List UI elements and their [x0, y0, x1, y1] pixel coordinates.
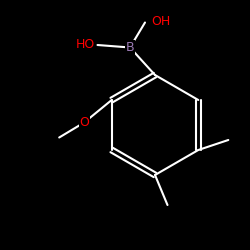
Text: O: O [79, 116, 89, 129]
Text: B: B [126, 41, 134, 54]
Text: HO: HO [76, 38, 95, 52]
Text: OH: OH [151, 15, 171, 28]
